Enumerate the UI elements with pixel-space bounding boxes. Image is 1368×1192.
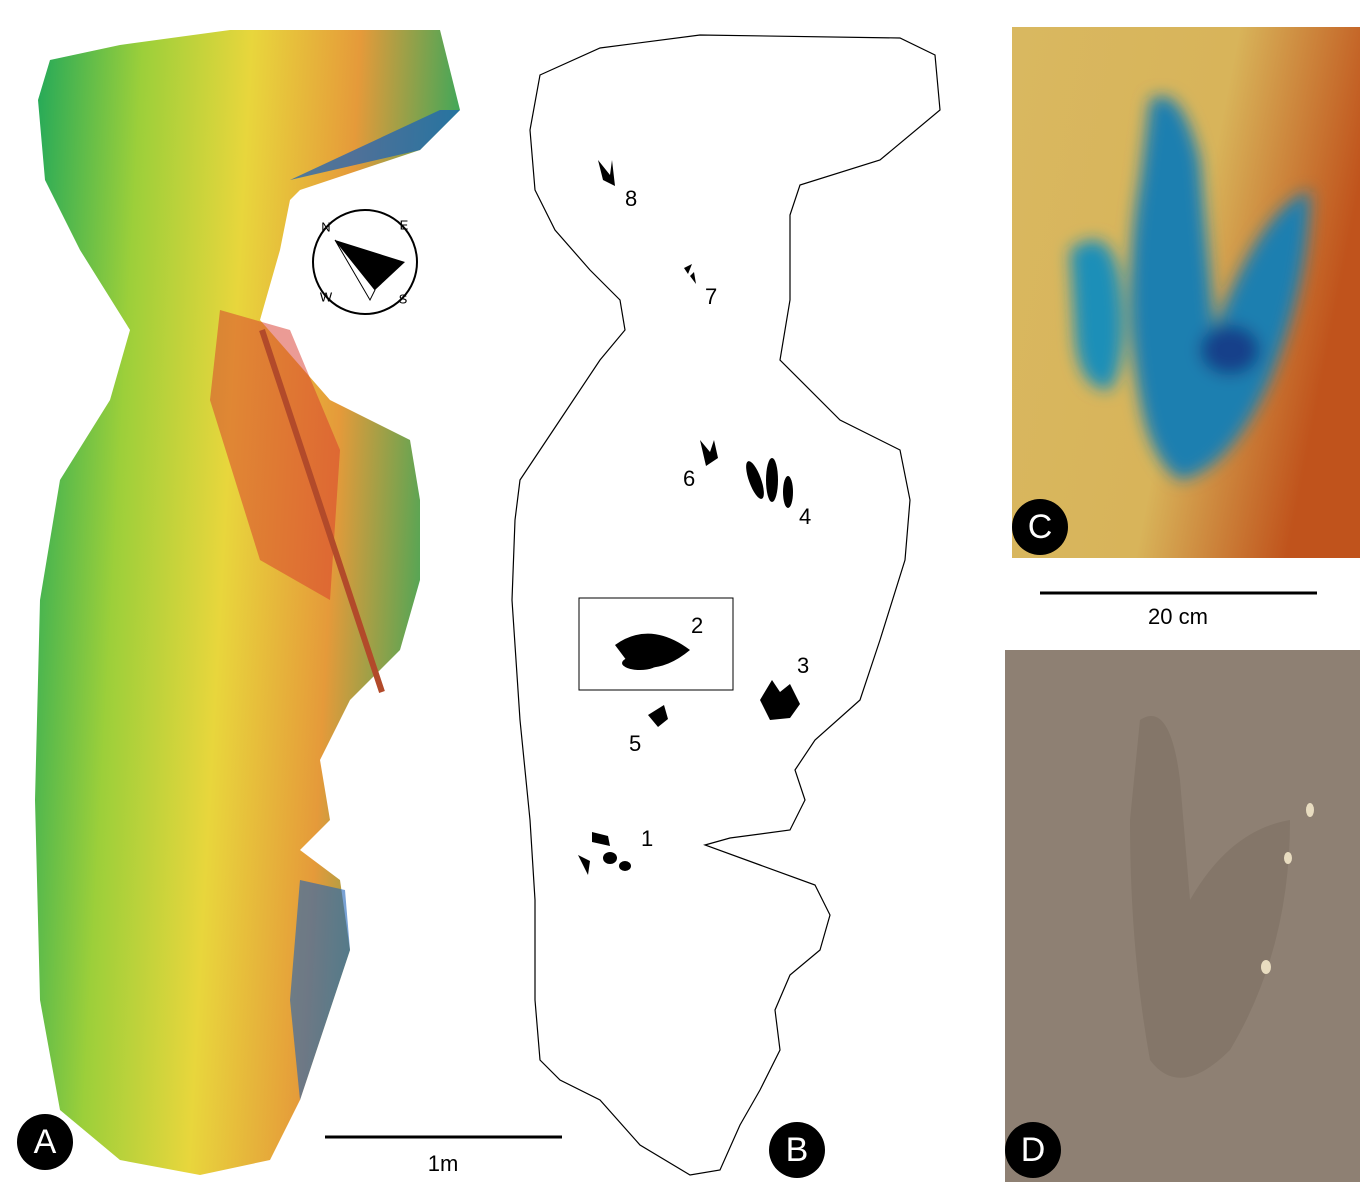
- compass: N E S W: [313, 210, 417, 314]
- panel-d: D: [1005, 650, 1360, 1182]
- leaf: [1284, 852, 1292, 864]
- panel-label: D: [1021, 1131, 1046, 1169]
- compass-s: S: [399, 291, 408, 306]
- compass-n: N: [321, 219, 330, 234]
- track-label: 3: [797, 653, 809, 678]
- panel-b: 1 2 3 4 5 6 7 8 B: [512, 35, 940, 1178]
- page: {"panels": [ {"label": "A", "scale_bar":…: [0, 0, 1368, 1187]
- surface-model: [35, 30, 460, 1175]
- track-label: 4: [799, 504, 811, 529]
- track-label: 8: [625, 186, 637, 211]
- panel-label: A: [34, 1123, 57, 1161]
- scale-label: 1m: [428, 1151, 459, 1176]
- tracks: [578, 160, 800, 875]
- leaf: [1261, 960, 1271, 974]
- compass-w: W: [320, 289, 333, 304]
- outline: [512, 35, 940, 1175]
- leaf: [1306, 803, 1314, 817]
- panel-a: N E S W 1m A: [17, 30, 562, 1176]
- track-label: 1: [641, 826, 653, 851]
- figure: N E S W 1m A 1 2 3: [0, 0, 1368, 1187]
- track-label: 2: [691, 613, 703, 638]
- scale-label: 20 cm: [1148, 604, 1208, 629]
- track-label: 5: [629, 731, 641, 756]
- track-label: 6: [683, 466, 695, 491]
- panel-c: C 20 cm: [1012, 27, 1360, 629]
- compass-e: E: [400, 217, 409, 232]
- track-label: 7: [705, 284, 717, 309]
- blue-area: [290, 880, 350, 1100]
- panel-label: B: [786, 1131, 809, 1169]
- panel-label: C: [1028, 508, 1053, 546]
